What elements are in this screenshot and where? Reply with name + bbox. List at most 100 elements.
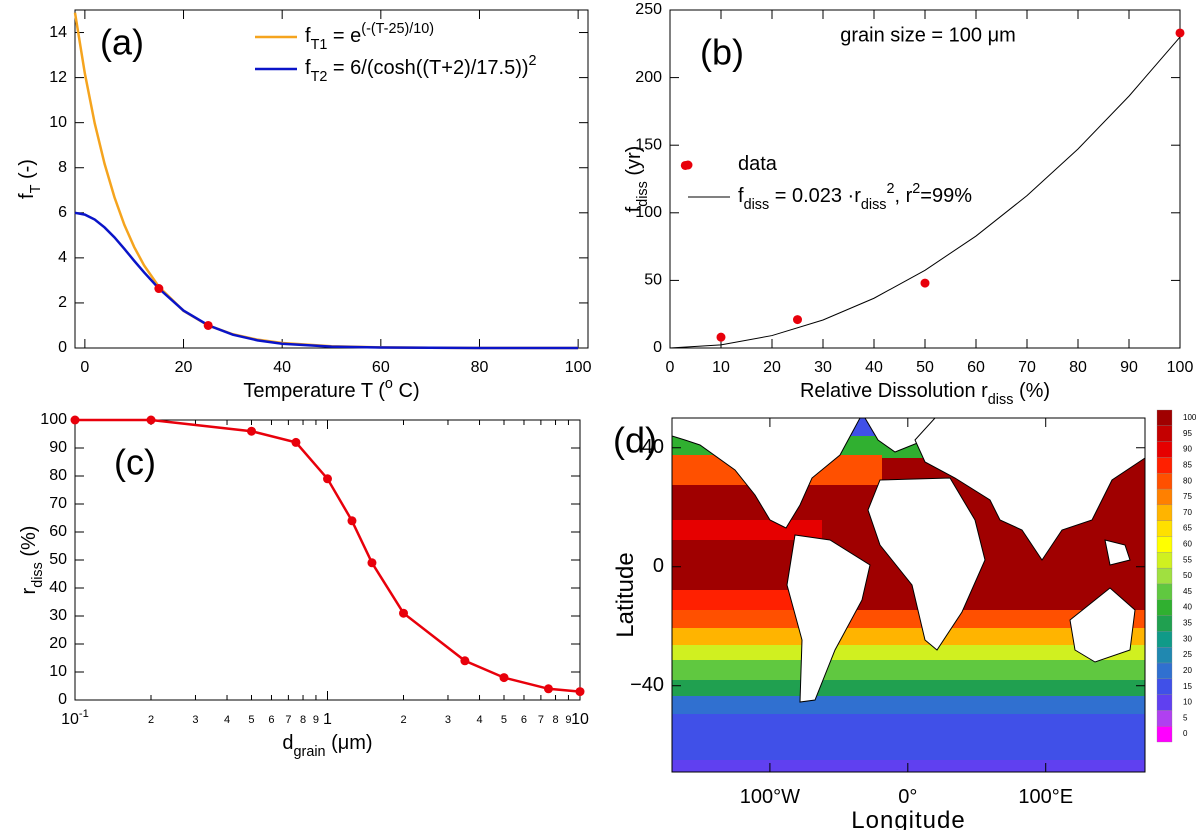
plot-frame bbox=[671, 417, 1146, 773]
colorbar-label: 35 bbox=[1183, 619, 1192, 628]
data-point bbox=[246, 426, 256, 436]
legend-label: fT1 = e(-(T-25)/10) bbox=[305, 21, 434, 53]
x-tick-label: 2 bbox=[400, 714, 406, 726]
text-part: f bbox=[623, 206, 645, 212]
colorbar-label: 25 bbox=[1183, 650, 1192, 659]
x-tick-label: 6 bbox=[268, 714, 274, 726]
text-part: (-(T-25)/10) bbox=[361, 21, 434, 37]
y-tick-label: 8 bbox=[58, 159, 67, 176]
y-tick-label: 0 bbox=[58, 691, 67, 708]
y-tick-label: 14 bbox=[49, 24, 67, 41]
colorbar-label: 40 bbox=[1183, 603, 1192, 612]
colorbar-cell bbox=[1156, 504, 1173, 521]
text-part: = 0.023 ·r bbox=[769, 185, 861, 207]
colorbar-cell bbox=[1156, 457, 1173, 474]
colorbar-label: 30 bbox=[1183, 634, 1192, 643]
x-tick-label: 100 bbox=[1167, 359, 1194, 376]
x-axis-label: dgrain (μm) bbox=[282, 732, 372, 760]
y-axis-label: rdiss (%) bbox=[18, 526, 46, 595]
x-tick-label: 100°W bbox=[740, 786, 800, 808]
text-part: f bbox=[16, 193, 38, 199]
x-tick-label: 5 bbox=[248, 714, 254, 726]
x-tick-label: 40 bbox=[865, 359, 883, 376]
text-part: T1 bbox=[311, 37, 328, 53]
panel-label: (d) bbox=[613, 420, 657, 461]
x-tick-label: 9 bbox=[565, 714, 571, 726]
x-tick-label: 3 bbox=[192, 714, 198, 726]
colorbar-label: 20 bbox=[1183, 666, 1192, 675]
text-part: d bbox=[282, 732, 293, 754]
colorbar-cell bbox=[1156, 583, 1173, 600]
x-tick-label: 7 bbox=[538, 714, 544, 726]
x-tick-label: 9 bbox=[313, 714, 319, 726]
legend-swatch bbox=[683, 160, 693, 170]
colorbar-label: 55 bbox=[1183, 555, 1192, 564]
y-tick-label: 10 bbox=[49, 663, 67, 680]
data-point bbox=[920, 278, 930, 288]
text-part: , r bbox=[894, 185, 912, 207]
colorbar-label: 100 bbox=[1183, 413, 1197, 422]
text-part: =99% bbox=[920, 185, 972, 207]
text-part: diss bbox=[30, 562, 46, 588]
text-part: f bbox=[738, 185, 744, 207]
y-tick-label: 4 bbox=[58, 249, 67, 266]
colorbar-cell bbox=[1156, 599, 1173, 616]
tick-text: 3 bbox=[192, 714, 198, 726]
plot-frame bbox=[74, 9, 589, 349]
y-tick-label: 40 bbox=[49, 579, 67, 596]
tick-text: 7 bbox=[285, 714, 291, 726]
colorbar-cell bbox=[1156, 536, 1173, 553]
text-part: Longitude bbox=[851, 807, 965, 830]
colorbar-cell bbox=[1156, 488, 1173, 506]
y-tick-label: 0 bbox=[653, 555, 664, 577]
text-part: (yr) bbox=[623, 146, 645, 182]
y-tick-label: 12 bbox=[49, 69, 67, 86]
tick-text: 4 bbox=[224, 714, 230, 726]
text-part: (μm) bbox=[326, 732, 373, 754]
y-tick-label: 150 bbox=[635, 136, 662, 153]
colorbar-cell bbox=[1156, 646, 1173, 664]
x-tick-label: 80 bbox=[1069, 359, 1087, 376]
text-part: 2 bbox=[529, 53, 537, 69]
colorbar-label: 85 bbox=[1183, 460, 1192, 469]
colorbar-label: 60 bbox=[1183, 539, 1192, 548]
data-point bbox=[575, 687, 585, 697]
x-tick-label: 0 bbox=[80, 359, 89, 376]
x-tick-label: 20 bbox=[763, 359, 781, 376]
colorbar-cell bbox=[1156, 552, 1173, 569]
x-tick-label: 20 bbox=[175, 359, 193, 376]
colorbar-cell bbox=[1156, 567, 1173, 585]
data-point bbox=[347, 516, 357, 526]
colorbar-cell bbox=[1156, 473, 1173, 490]
x-tick-label: 50 bbox=[916, 359, 934, 376]
data-point bbox=[793, 315, 802, 325]
x-tick-label: 8 bbox=[552, 714, 558, 726]
colorbar-label: 45 bbox=[1183, 587, 1192, 596]
tick-text: 100°E bbox=[1018, 786, 1073, 808]
colorbar-label: 10 bbox=[1183, 698, 1192, 707]
annotation: grain size = 100 μm bbox=[840, 24, 1016, 46]
colorbar-label: 0 bbox=[1183, 729, 1188, 738]
y-tick-label: 90 bbox=[49, 439, 67, 456]
tick-text: 8 bbox=[300, 714, 306, 726]
data-point bbox=[291, 437, 301, 447]
x-tick-label: 80 bbox=[471, 359, 489, 376]
x-axis-label: Temperature T (o C) bbox=[243, 376, 419, 402]
colorbar-cell bbox=[1156, 694, 1173, 711]
y-tick-label: −40 bbox=[630, 674, 664, 696]
x-tick-label: 3 bbox=[445, 714, 451, 726]
colorbar-cell bbox=[1156, 409, 1173, 426]
y-tick-label: 0 bbox=[653, 339, 662, 356]
data-point bbox=[203, 320, 213, 330]
y-axis-label: Latitude bbox=[612, 552, 639, 637]
x-tick-label: 60 bbox=[372, 359, 390, 376]
legend-label: fT2 = 6/(cosh((T+2)/17.5))2 bbox=[305, 53, 537, 85]
text-part: r bbox=[18, 587, 40, 594]
data-point bbox=[716, 332, 726, 342]
text-part: Latitude bbox=[612, 552, 639, 637]
x-tick-label: 5 bbox=[501, 714, 507, 726]
text-part: 2 bbox=[886, 181, 894, 197]
colorbar-cell bbox=[1156, 662, 1173, 679]
y-tick-label: 40 bbox=[642, 436, 664, 458]
tick-text: 5 bbox=[248, 714, 254, 726]
